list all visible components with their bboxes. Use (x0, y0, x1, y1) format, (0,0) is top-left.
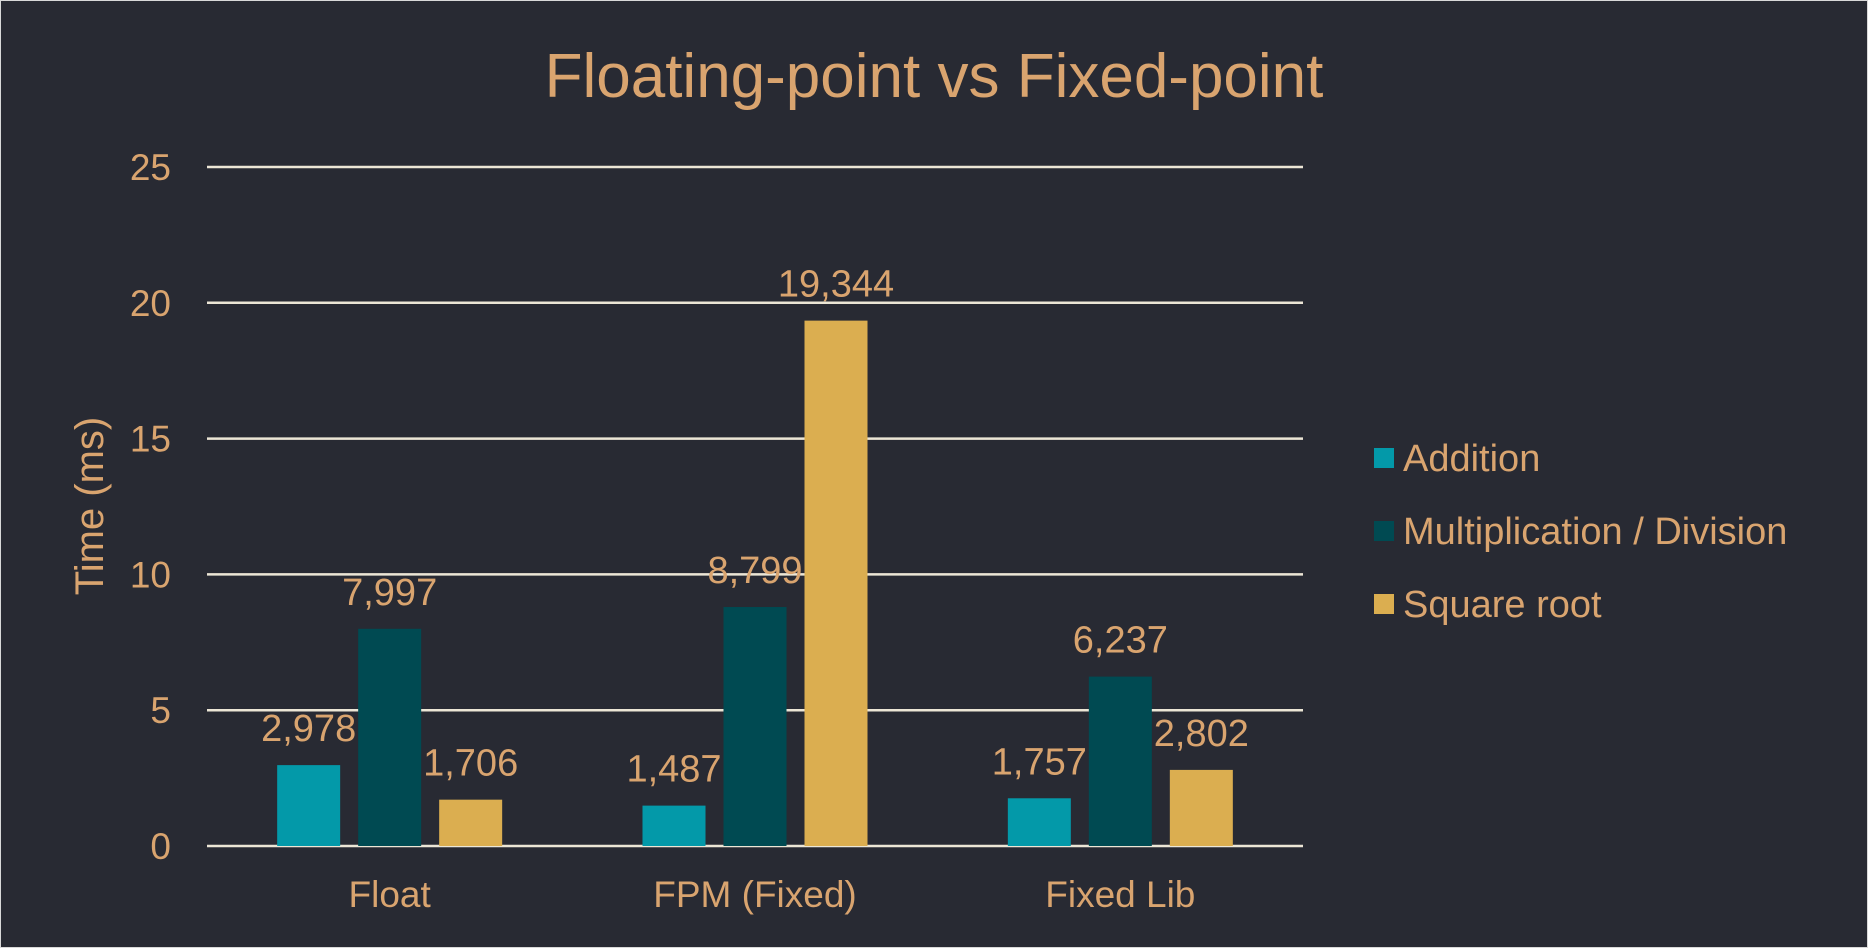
data-label: 6,237 (1073, 620, 1168, 662)
data-label: 7,997 (342, 572, 437, 614)
bars (277, 320, 1233, 847)
legend-swatch (1374, 594, 1394, 614)
data-label: 1,706 (423, 743, 518, 785)
data-labels: 2,978 7,997 1,706 1,487 8,799 19,344 1,757 6,23… (261, 264, 1249, 791)
legend-label: Multiplication / Division (1403, 511, 1787, 553)
legend-label: Square root (1403, 584, 1602, 626)
y-tick-label: 15 (130, 419, 171, 460)
data-label: 2,802 (1154, 713, 1249, 755)
chart-title: Floating-point vs Fixed-point (545, 42, 1324, 111)
data-label: 1,757 (992, 741, 1087, 783)
y-tick-label: 20 (130, 283, 171, 324)
y-axis-ticks: 0 5 10 15 20 25 (130, 147, 171, 867)
data-label: 8,799 (707, 550, 802, 592)
bar (358, 628, 422, 846)
bar (642, 805, 706, 846)
bar (804, 320, 868, 847)
legend-label: Addition (1403, 438, 1540, 480)
bar (1007, 798, 1071, 846)
y-tick-label: 5 (150, 690, 171, 731)
bar (1088, 676, 1152, 846)
legend-swatch (1374, 521, 1394, 541)
legend: Addition Multiplication / Division Square … (1374, 438, 1787, 626)
bar (277, 765, 341, 846)
legend-swatch (1374, 448, 1394, 468)
y-axis-label: Time (ms) (68, 417, 112, 595)
y-tick-label: 25 (130, 147, 171, 188)
bar (723, 607, 787, 846)
x-tick-label: FPM (Fixed) (653, 874, 857, 915)
data-label: 19,344 (778, 264, 894, 306)
bar (439, 799, 503, 846)
x-tick-label: Fixed Lib (1045, 874, 1195, 915)
data-label: 2,978 (261, 708, 356, 750)
y-tick-label: 10 (130, 554, 171, 595)
y-tick-label: 0 (150, 826, 171, 867)
bar (1169, 769, 1233, 846)
x-tick-label: Float (349, 874, 432, 915)
x-axis-ticks: Float FPM (Fixed) Fixed Lib (349, 874, 1196, 915)
data-label: 1,487 (626, 749, 721, 791)
